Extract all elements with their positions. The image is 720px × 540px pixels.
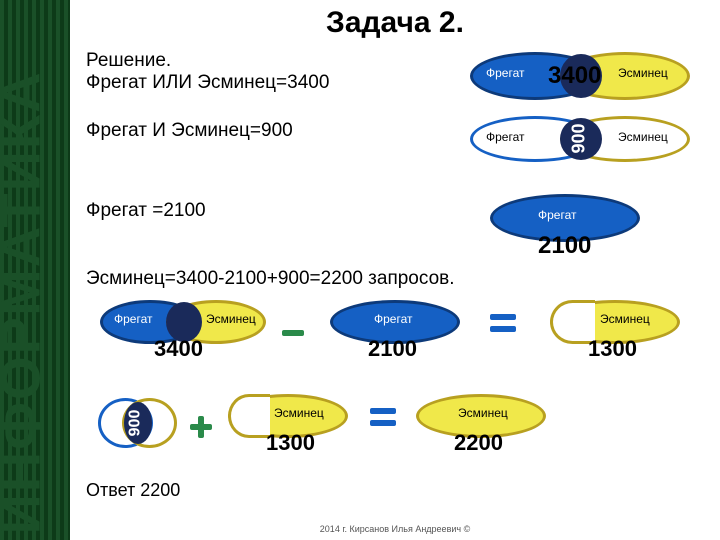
lb1e: Эсминец <box>206 312 256 326</box>
nb6: 2200 <box>454 430 503 456</box>
lb3: Эсминец <box>600 312 650 326</box>
sidebar-vertical-text: ИНФОРМАТИКА <box>0 0 53 303</box>
lb5: Эсминец <box>274 406 324 420</box>
venn-b-900: 900 <box>98 390 178 460</box>
venn-b-1300b: Эсминец 1300 <box>222 392 362 456</box>
footer: 2014 г. Кирсанов Илья Андреевич © <box>70 524 720 534</box>
nb5: 1300 <box>266 430 315 456</box>
lb2: Фрегат <box>374 312 413 326</box>
venn-b-3400: Фрегат Эсминец 3400 <box>100 298 270 358</box>
line-1b: Фрегат ИЛИ Эсминец=3400 <box>86 72 329 94</box>
line-4: Эсминец=3400-2100+900=2200 запросов. <box>86 268 455 290</box>
equals-icon-1 <box>490 320 516 346</box>
line-1a: Решение. <box>86 50 171 72</box>
nb4: 900 <box>126 410 144 437</box>
venn-b-1300: Эсминец 1300 <box>540 298 690 358</box>
lb6: Эсминец <box>458 406 508 420</box>
page: Задача 2. Решение. Фрегат ИЛИ Эсминец=34… <box>70 0 720 540</box>
label-fregat-2: Фрегат <box>486 130 525 144</box>
venn-b-2100: Фрегат 2100 <box>320 298 470 358</box>
plus-icon <box>188 414 214 440</box>
num-900-rot: 900 <box>569 123 590 153</box>
label-esminec-2: Эсминец <box>618 130 668 144</box>
label-fregat-3: Фрегат <box>538 208 577 222</box>
venn-fregat: Фрегат 2100 <box>470 190 690 260</box>
answer: Ответ 2200 <box>86 480 180 501</box>
venn-b-2200: Эсминец 2200 <box>408 392 558 456</box>
nb1: 3400 <box>154 336 203 362</box>
line-2: Фрегат И Эсминец=900 <box>86 120 293 142</box>
lb1f: Фрегат <box>114 312 153 326</box>
label-fregat: Фрегат <box>486 66 525 80</box>
nb3: 1300 <box>588 336 637 362</box>
num-3400: 3400 <box>548 62 601 90</box>
venn-and: Фрегат Эсминец 900 <box>470 112 690 168</box>
nb2: 2100 <box>368 336 417 362</box>
venn-or: Фрегат Эсминец 3400 <box>470 48 690 108</box>
num-2100: 2100 <box>538 232 591 260</box>
label-esminec: Эсминец <box>618 66 668 80</box>
equals-icon-2 <box>370 414 396 440</box>
e-b5-cut <box>228 394 270 438</box>
minus-icon <box>280 320 306 346</box>
title: Задача 2. <box>70 0 720 40</box>
line-3: Фрегат =2100 <box>86 200 206 222</box>
